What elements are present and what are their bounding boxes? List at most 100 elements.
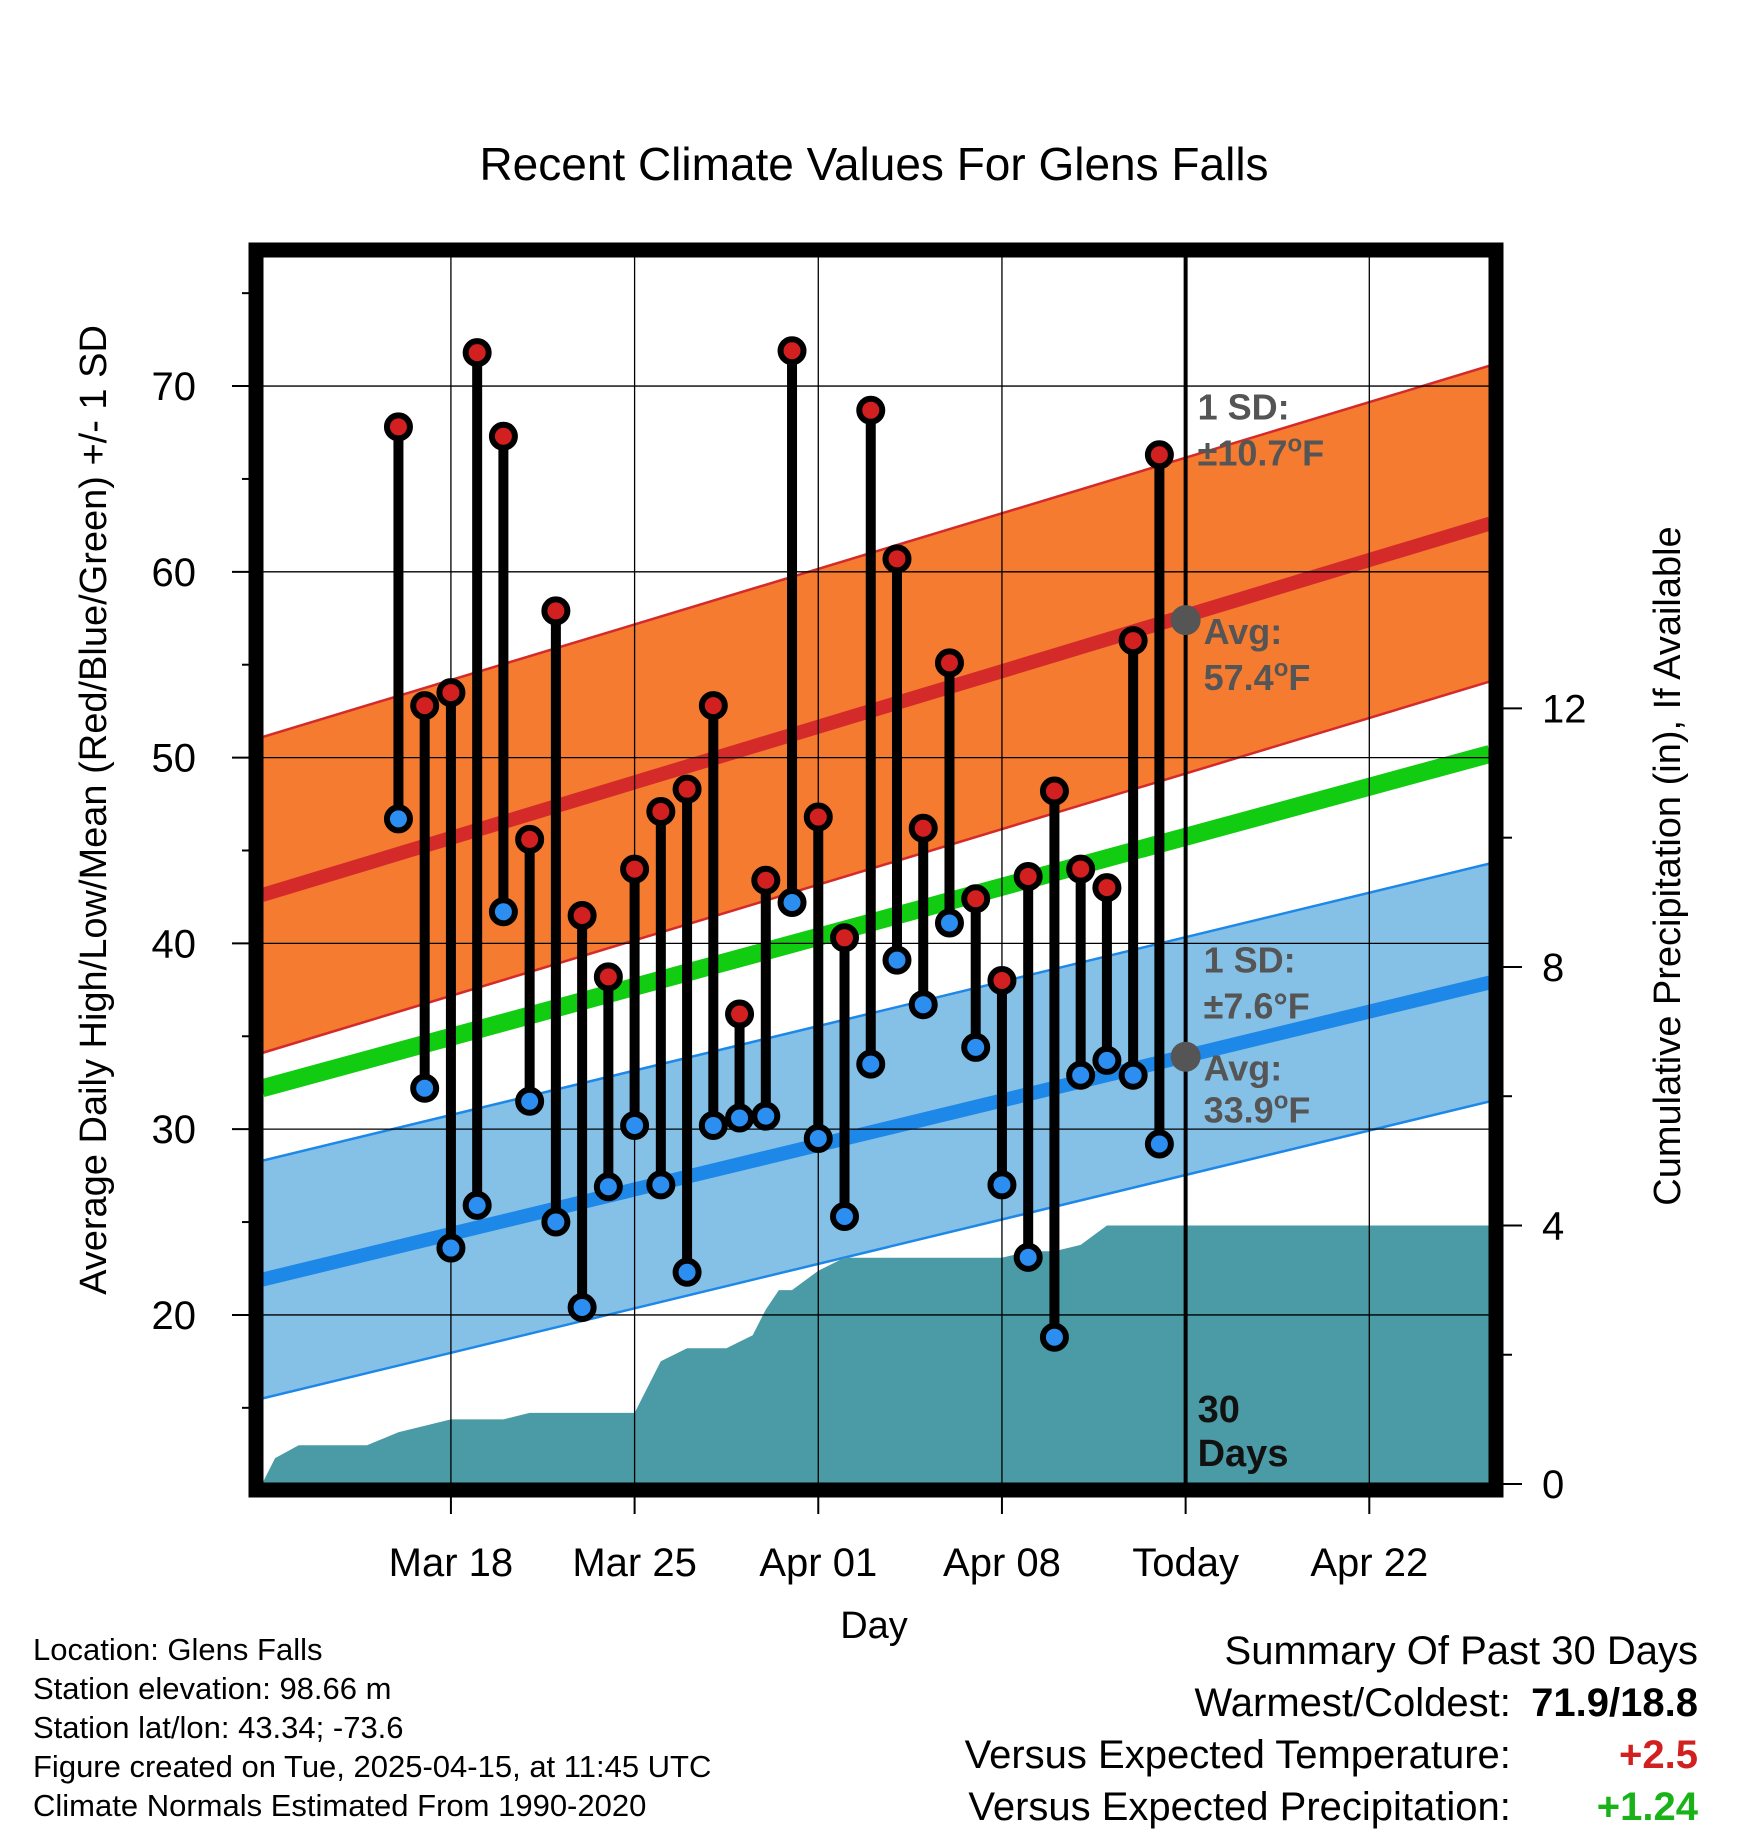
daily-high-point	[777, 336, 807, 366]
location-text: Location: Glens Falls	[33, 1632, 323, 1667]
precip-tick-label: 0	[1542, 1463, 1564, 1507]
x-tick-label: Apr 08	[943, 1541, 1061, 1585]
y-tick-label: 20	[152, 1294, 197, 1338]
y-tick-label: 50	[152, 737, 197, 781]
precip-tick-label: 4	[1542, 1204, 1564, 1248]
window-days-label: Days	[1198, 1433, 1289, 1475]
daily-high-point	[830, 923, 860, 953]
x-tick-label: Apr 22	[1310, 1541, 1428, 1585]
temp-row: Versus Expected Temperature: +2.5	[965, 1729, 1698, 1781]
y-tick-label: 70	[152, 365, 197, 409]
daily-high-point	[1092, 873, 1122, 903]
x-axis-label: Day	[840, 1605, 908, 1647]
daily-high-point	[646, 796, 676, 826]
summary-title: Summary Of Past 30 Days	[1224, 1629, 1698, 1673]
daily-low-point	[488, 897, 518, 927]
daily-low-point	[961, 1032, 991, 1062]
daily-high-point	[908, 813, 938, 843]
daily-high-point	[1039, 776, 1069, 806]
precip-tick-label: 12	[1542, 687, 1587, 731]
warm-cold-value: 71.9/18.8	[1531, 1681, 1698, 1725]
daily-high-point	[934, 648, 964, 678]
normal-high-band-upper-edge	[262, 364, 1490, 739]
low-avg-value: 33.9oF	[1204, 1088, 1311, 1131]
daily-low-point	[803, 1123, 833, 1153]
high-sd-label: 1 SD:	[1198, 387, 1290, 428]
low-sd-value: ±7.6°F	[1204, 986, 1310, 1027]
daily-high-point	[1144, 440, 1174, 470]
daily-low-point	[1066, 1060, 1096, 1090]
daily-low-point	[646, 1170, 676, 1200]
precip-row: Versus Expected Precipitation: +1.24	[965, 1781, 1698, 1833]
precipitation-area	[262, 1225, 1490, 1484]
created-text: Figure created on Tue, 2025-04-15, at 11…	[33, 1749, 712, 1784]
daily-high-point	[803, 802, 833, 832]
warm-cold-label: Warmest/Coldest:	[1194, 1681, 1511, 1725]
daily-low-point	[593, 1172, 623, 1202]
daily-low-point	[934, 908, 964, 938]
daily-high-point	[725, 999, 755, 1029]
station-metadata: Location: Glens Falls Station elevation:…	[33, 1630, 711, 1825]
precip-label: Versus Expected Precipitation:	[968, 1785, 1511, 1829]
daily-high-point	[1013, 862, 1043, 892]
daily-low-point	[1039, 1322, 1069, 1352]
daily-low-point	[856, 1049, 886, 1079]
daily-low-point	[908, 990, 938, 1020]
daily-low-point	[436, 1233, 466, 1263]
daily-high-point	[961, 884, 991, 914]
daily-high-point	[436, 678, 466, 708]
daily-high-point	[1118, 626, 1148, 656]
temp-label: Versus Expected Temperature:	[964, 1733, 1511, 1777]
daily-low-point	[462, 1190, 492, 1220]
x-tick-label: Mar 18	[389, 1541, 514, 1585]
plot-contents	[262, 256, 1490, 1484]
daily-high-point	[515, 824, 545, 854]
normals-text: Climate Normals Estimated From 1990-2020	[33, 1788, 647, 1823]
normal-high-band-lower-edge	[262, 680, 1490, 1055]
normal-low-band-lower-edge	[262, 1100, 1490, 1400]
today-high-avg-marker	[1170, 605, 1201, 636]
low-sd-label: 1 SD:	[1204, 940, 1296, 981]
y-tick-label: 60	[152, 551, 197, 595]
daily-high-point	[751, 865, 781, 895]
y-tick-label: 30	[152, 1108, 197, 1152]
daily-high-point	[882, 544, 912, 574]
daily-high-point	[672, 774, 702, 804]
chart-title: Recent Climate Values For Glens Falls	[479, 138, 1268, 190]
low-avg-label: Avg:	[1204, 1048, 1283, 1089]
y-axis-label-left: Average Daily High/Low/Mean (Red/Blue/Gr…	[73, 325, 115, 1295]
precip-tick-label: 8	[1542, 946, 1564, 990]
x-tick-label: Today	[1132, 1541, 1239, 1585]
daily-high-point	[567, 901, 597, 931]
daily-high-point	[698, 691, 728, 721]
daily-low-point	[1092, 1045, 1122, 1075]
daily-high-point	[541, 596, 571, 626]
daily-high-point	[383, 412, 413, 442]
daily-low-point	[1118, 1060, 1148, 1090]
daily-high-point	[1066, 854, 1096, 884]
normal-low-band-upper-edge	[262, 862, 1490, 1162]
daily-low-point	[672, 1257, 702, 1287]
daily-low-point	[1144, 1129, 1174, 1159]
x-tick-label: Apr 01	[759, 1541, 877, 1585]
daily-low-point	[567, 1293, 597, 1323]
daily-low-point	[777, 888, 807, 918]
daily-low-point	[725, 1103, 755, 1133]
window-days-number: 30	[1198, 1389, 1240, 1431]
x-tick-label: Mar 25	[572, 1541, 697, 1585]
daily-high-point	[488, 421, 518, 451]
normal-low-line	[262, 975, 1490, 1287]
daily-low-point	[1013, 1242, 1043, 1272]
latlon-text: Station lat/lon: 43.34; -73.6	[33, 1710, 404, 1745]
high-avg-label: Avg:	[1204, 611, 1283, 652]
daily-high-point	[856, 395, 886, 425]
daily-high-point	[620, 854, 650, 884]
temp-value: +2.5	[1619, 1733, 1698, 1777]
daily-low-point	[410, 1073, 440, 1103]
daily-low-point	[987, 1170, 1017, 1200]
daily-low-point	[515, 1086, 545, 1116]
daily-high-point	[593, 962, 623, 992]
high-sd-value: ±10.7oF	[1198, 431, 1325, 474]
